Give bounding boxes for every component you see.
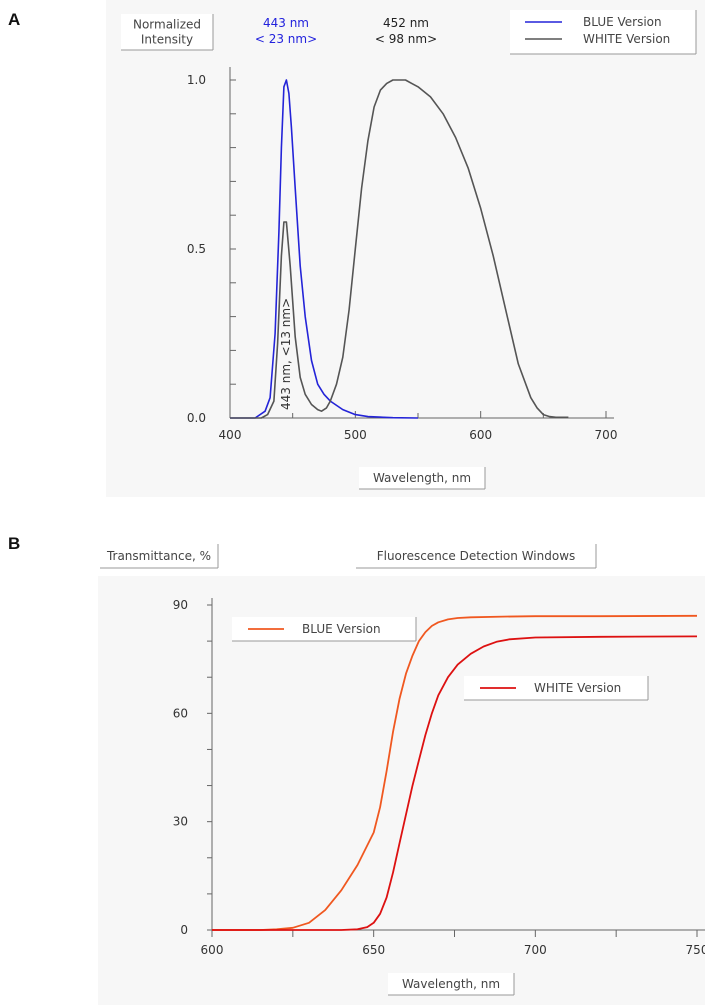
b-title-box (356, 544, 596, 568)
a-series-line-blue (230, 79, 419, 419)
a-legend-box (510, 10, 696, 54)
b-x-tick-label: 650 (362, 943, 385, 957)
chart-b: 0 30 60 90 600 650 700 750 Transmittance, % Fluor… (100, 544, 705, 996)
b-xlabel-box (388, 973, 514, 995)
b-legend-label: WHITE Version (534, 681, 621, 695)
a-series-line-white (230, 79, 569, 419)
panel-a-letter: A (8, 10, 20, 29)
a-peak-annotation: 443 nm, <13 nm> (279, 298, 293, 410)
b-y-tick-label: 0 (180, 923, 188, 937)
a-xlabel-text: Wavelength, nm (373, 471, 471, 485)
a-legend: BLUE Version WHITE Version (510, 10, 697, 55)
a-xlabel-box (359, 467, 485, 489)
chart-a-background (106, 0, 705, 497)
a-annotation-wavelength: 452 nm (383, 16, 429, 30)
b-x-tick-label: 750 (686, 943, 705, 957)
chart-b-background (98, 576, 705, 1005)
b-y-tick-label: 60 (173, 706, 188, 720)
a-x-tick-label: 500 (344, 428, 367, 442)
b-legend-label: BLUE Version (302, 622, 381, 636)
b-ylabel-box (100, 544, 218, 568)
b-x-tick-label: 700 (524, 943, 547, 957)
a-x-tick-label: 700 (595, 428, 618, 442)
a-y-tick-label: 0.0 (187, 411, 206, 425)
b-legend-item: WHITE Version (464, 676, 649, 701)
a-legend-label: WHITE Version (583, 32, 670, 46)
b-y-tick-label: 30 (173, 815, 188, 829)
b-legend-item: BLUE Version (232, 617, 417, 642)
b-ylabel-text: Transmittance, % (106, 549, 211, 563)
a-ylabel-text: Intensity (141, 33, 193, 47)
b-xlabel-text: Wavelength, nm (402, 977, 500, 991)
a-ylabel-text: Normalized (133, 18, 201, 32)
a-y-tick-label: 1.0 (187, 73, 206, 87)
chart-a: 0.0 0.5 1.0 400 500 600 700 NormalizedIntensity… (121, 10, 697, 490)
a-annotation-wavelength: 443 nm (263, 16, 309, 30)
a-ylabel-box (121, 14, 213, 50)
a-legend-label: BLUE Version (583, 15, 662, 29)
b-xlabel: Wavelength, nm (388, 973, 515, 996)
a-annotation-fwhm: < 98 nm> (375, 32, 437, 46)
b-title: Fluorescence Detection Windows (356, 544, 597, 569)
b-ylabel: Transmittance, % (100, 544, 219, 569)
b-series-line-blue (212, 614, 698, 931)
b-x-tick-label: 600 (201, 943, 224, 957)
b-y-tick-label: 90 (173, 598, 188, 612)
a-annotation-fwhm: < 23 nm> (255, 32, 317, 46)
a-x-tick-label: 400 (219, 428, 242, 442)
b-title-text: Fluorescence Detection Windows (377, 549, 576, 563)
panel-b-letter: B (8, 534, 20, 553)
a-x-tick-label: 600 (469, 428, 492, 442)
a-xlabel: Wavelength, nm (359, 467, 486, 490)
a-y-tick-label: 0.5 (187, 242, 206, 256)
b-series-line-white (212, 635, 698, 931)
